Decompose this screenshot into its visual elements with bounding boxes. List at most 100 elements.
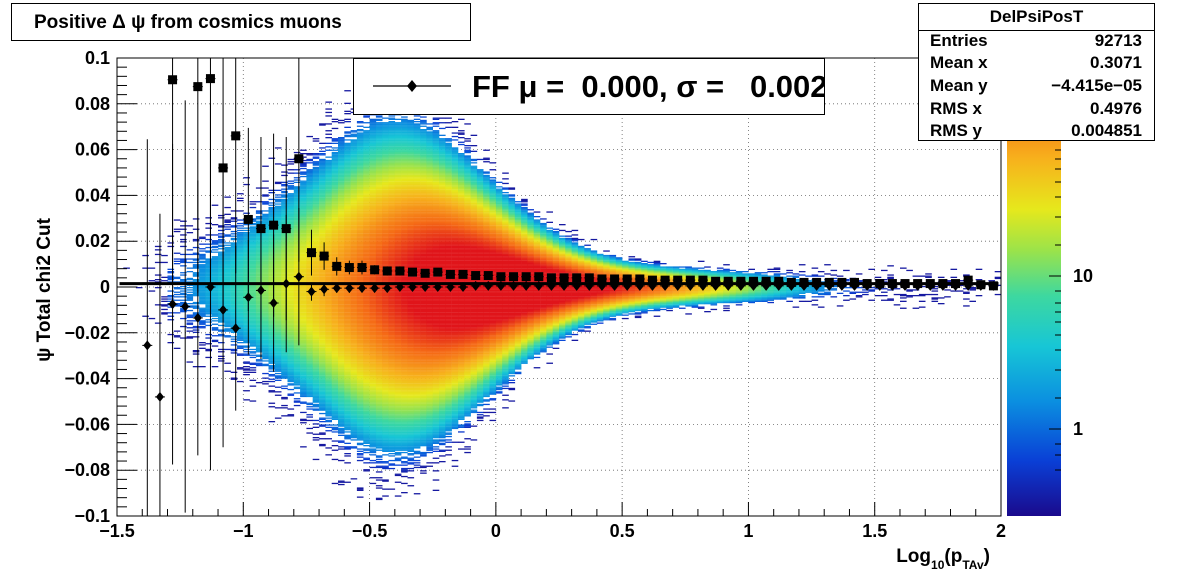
histogram-cell (243, 232, 250, 234)
histogram-cell (338, 217, 345, 219)
histogram-cell (356, 166, 364, 169)
histogram-cell (338, 330, 345, 332)
histogram-cell (180, 241, 187, 243)
histogram-cell (350, 311, 358, 313)
histogram-cell (205, 265, 212, 267)
histogram-cell (312, 257, 320, 259)
histogram-cell (325, 351, 332, 353)
histogram-cell (243, 315, 250, 317)
histogram-cell (281, 372, 288, 375)
histogram-cell (363, 242, 370, 244)
histogram-cell (363, 354, 370, 356)
histogram-cell (363, 238, 370, 241)
histogram-cell (300, 210, 307, 212)
histogram-cell (167, 281, 175, 283)
histogram-cell (319, 343, 326, 345)
histogram-cell (237, 293, 244, 296)
histogram-cell (312, 154, 320, 156)
histogram-cell (350, 153, 358, 155)
histogram-cell (363, 214, 370, 217)
histogram-cell (331, 332, 339, 335)
histogram-cell (319, 392, 326, 394)
histogram-cell (274, 386, 282, 388)
histogram-cell (249, 320, 257, 322)
histogram-cell (300, 303, 307, 305)
histogram-cell (293, 195, 301, 197)
histogram-cell (350, 434, 358, 436)
histogram-cell (306, 331, 313, 333)
histogram-cell (312, 275, 320, 277)
histogram-cell (211, 295, 219, 297)
histogram-cell (274, 275, 282, 277)
histogram-cell (325, 257, 332, 259)
histogram-cell (325, 304, 332, 306)
histogram-cell (312, 336, 320, 338)
histogram-cell (356, 368, 364, 370)
histogram-cell (281, 364, 288, 367)
histogram-cell (287, 274, 295, 276)
histogram-cell (205, 343, 212, 345)
histogram-cell (300, 393, 307, 395)
histogram-cell (287, 161, 295, 163)
histogram-cell (249, 271, 257, 273)
histogram-cell (192, 295, 200, 297)
histogram-cell (205, 313, 212, 315)
histogram-cell (274, 258, 282, 260)
histogram-cell (312, 161, 320, 163)
histogram-cell (325, 267, 332, 269)
histogram-cell (230, 338, 238, 340)
histogram-cell (312, 333, 320, 336)
histogram-cell (274, 355, 282, 357)
histogram-cell (262, 245, 269, 248)
histogram-cell (338, 385, 345, 387)
histogram-cell (274, 312, 282, 314)
histogram-cell (281, 183, 288, 186)
histogram-cell (331, 411, 339, 414)
histogram-cell (356, 306, 364, 308)
histogram-cell (344, 425, 351, 427)
histogram-cell (268, 256, 276, 258)
histogram-cell (274, 218, 282, 220)
histogram-cell (224, 329, 231, 331)
histogram-cell (293, 213, 301, 215)
histogram-cell (312, 237, 320, 240)
histogram-cell (186, 309, 194, 312)
histogram-cell (300, 350, 307, 352)
histogram-cell (338, 229, 345, 232)
histogram-cell (356, 230, 364, 233)
histogram-cell (268, 293, 276, 296)
histogram-cell (344, 353, 351, 355)
histogram-cell (344, 260, 351, 262)
histogram-cell (300, 308, 307, 311)
histogram-cell (224, 311, 231, 313)
histogram-cell (205, 291, 212, 293)
histogram-cell (281, 209, 288, 211)
histogram-cell (287, 276, 295, 278)
histogram-cell (255, 267, 263, 269)
histogram-cell (287, 272, 295, 274)
histogram-cell (325, 386, 332, 388)
histogram-cell (306, 169, 313, 171)
histogram-cell (224, 292, 231, 294)
histogram-cell (312, 178, 320, 180)
histogram-cell (350, 227, 358, 229)
histogram-cell (344, 291, 351, 293)
histogram-cell (338, 158, 345, 161)
histogram-cell (218, 291, 225, 293)
histogram-cell (331, 243, 339, 245)
histogram-cell (281, 398, 288, 400)
histogram-cell (344, 102, 351, 104)
histogram-cell (281, 256, 288, 258)
histogram-cell (319, 345, 326, 347)
histogram-cell (262, 348, 269, 351)
histogram-cell (237, 287, 244, 289)
histogram-cell (255, 308, 263, 311)
histogram-cell (237, 244, 244, 246)
histogram-cell (319, 171, 326, 173)
histogram-cell (268, 364, 276, 367)
histogram-cell (306, 183, 313, 186)
histogram-cell (274, 347, 282, 349)
histogram-cell (249, 297, 257, 299)
histogram-cell (319, 209, 326, 211)
histogram-cell (363, 253, 370, 256)
